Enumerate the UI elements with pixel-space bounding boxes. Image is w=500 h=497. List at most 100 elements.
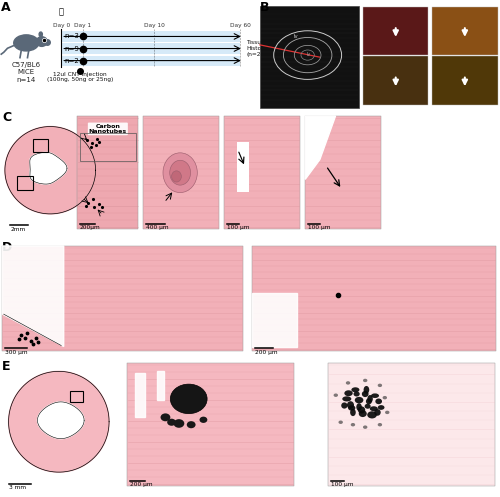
Bar [260,6,360,108]
Ellipse shape [334,394,338,397]
Text: Day 10: Day 10 [144,23,165,28]
Text: Day 60: Day 60 [230,23,250,28]
Ellipse shape [355,397,364,404]
Text: 200 μm: 200 μm [130,483,152,488]
Ellipse shape [358,407,365,414]
Ellipse shape [172,171,181,182]
Bar [432,56,498,104]
Ellipse shape [368,395,373,403]
Bar [2,246,242,351]
Ellipse shape [170,384,207,414]
Ellipse shape [346,381,350,385]
Text: 100 μm: 100 μm [332,483,354,488]
Ellipse shape [382,396,387,400]
Ellipse shape [378,423,382,426]
Bar [16,176,32,190]
Bar [61,31,240,42]
Bar [224,116,300,229]
Ellipse shape [362,391,368,397]
Text: n=2: n=2 [64,58,79,64]
Bar [70,391,84,402]
Text: n=9: n=9 [64,46,79,52]
Ellipse shape [364,404,370,409]
Text: 2mm: 2mm [10,227,26,232]
Ellipse shape [36,37,47,46]
Bar [328,363,495,486]
Polygon shape [157,371,164,400]
Ellipse shape [344,390,352,396]
Polygon shape [38,402,84,439]
Ellipse shape [370,406,378,411]
Text: n=3: n=3 [64,33,79,39]
Bar [61,43,154,54]
Ellipse shape [352,387,360,392]
Bar [252,246,496,351]
Ellipse shape [363,379,368,382]
Ellipse shape [338,420,343,424]
Ellipse shape [200,416,207,423]
Text: E: E [2,360,10,373]
Polygon shape [252,293,296,346]
Ellipse shape [348,405,356,411]
Text: lv: lv [293,34,298,39]
Ellipse shape [14,35,38,51]
Bar [33,139,48,152]
Polygon shape [8,371,109,472]
Bar [77,116,138,229]
Ellipse shape [374,409,380,416]
Text: B: B [260,1,270,14]
Text: 200μm: 200μm [80,225,100,231]
Ellipse shape [378,384,382,387]
Text: 🧪: 🧪 [59,7,64,16]
Text: C: C [2,110,11,124]
Bar [128,363,294,486]
Polygon shape [5,127,96,214]
Text: 12ul CNT injection
(100ng, 50ng or 25ng): 12ul CNT injection (100ng, 50ng or 25ng) [47,72,114,83]
Ellipse shape [371,394,379,398]
Text: Carbon
Nanotubes: Carbon Nanotubes [89,123,127,134]
Ellipse shape [163,153,198,192]
Ellipse shape [350,423,355,426]
Bar [61,31,240,42]
Ellipse shape [350,409,356,416]
Text: 300 μm: 300 μm [5,350,28,355]
Polygon shape [30,153,67,184]
Bar [144,116,220,229]
Bar [80,133,136,161]
Text: 100 μm: 100 μm [226,225,249,231]
Ellipse shape [378,405,384,410]
Bar [61,56,87,66]
Polygon shape [135,373,144,417]
Ellipse shape [356,403,362,411]
Text: D: D [2,241,12,254]
Bar [61,56,240,66]
Ellipse shape [385,411,390,414]
Ellipse shape [174,419,184,428]
Polygon shape [305,116,336,179]
Ellipse shape [170,160,190,185]
Text: Day 1: Day 1 [74,23,92,28]
Text: 3 mm: 3 mm [10,486,26,491]
Text: Tissue Harvest
Histology
(n=2-3/group): Tissue Harvest Histology (n=2-3/group) [246,40,290,57]
Ellipse shape [367,411,377,418]
Ellipse shape [354,392,360,397]
Ellipse shape [167,418,176,426]
Bar [432,7,498,55]
Text: lv: lv [306,52,311,57]
Polygon shape [2,246,64,346]
Ellipse shape [341,403,347,409]
Text: 200 μm: 200 μm [256,350,278,355]
Bar [61,43,240,54]
Bar [236,142,249,192]
Ellipse shape [39,32,42,37]
Ellipse shape [358,410,367,417]
Ellipse shape [363,425,368,429]
Ellipse shape [366,398,372,405]
Ellipse shape [160,414,170,421]
Text: 400 μm: 400 μm [146,225,169,231]
Text: A: A [1,1,11,14]
Text: Day 0: Day 0 [52,23,70,28]
Ellipse shape [342,396,351,402]
Ellipse shape [376,399,382,404]
Bar [305,116,381,229]
